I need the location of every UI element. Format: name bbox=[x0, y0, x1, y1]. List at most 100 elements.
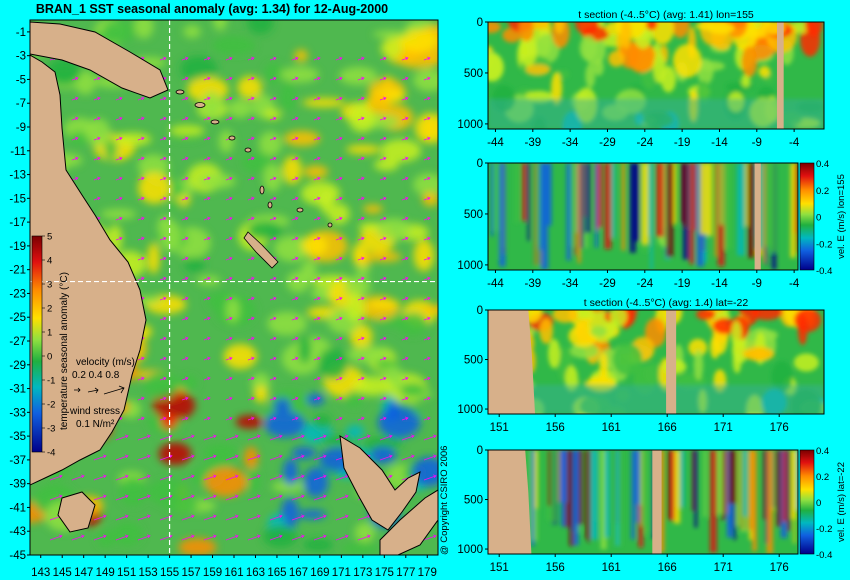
map-colorbar-tick-label: 2 bbox=[47, 304, 52, 315]
wind-legend-value: 0.1 N/m² bbox=[76, 419, 115, 430]
section-x-tick-label: -24 bbox=[636, 278, 653, 290]
section-panel-3: 0 500 1000 151 156 161 166 171 176 t section (-4.… bbox=[457, 297, 825, 434]
map-lon-tick-label: 145 bbox=[53, 567, 72, 579]
section-x-tick-label: -44 bbox=[487, 278, 504, 290]
section-colorbar-tick-label: 0 bbox=[816, 498, 821, 509]
map-lat-tick-label: -29 bbox=[9, 360, 26, 372]
section-land bbox=[776, 22, 784, 129]
section-x-tick-label: 156 bbox=[546, 422, 565, 434]
section-x-tick-label: -9 bbox=[752, 278, 762, 290]
section-x-tick-label: -9 bbox=[752, 137, 762, 149]
tasmania-land bbox=[57, 491, 96, 533]
map-lat-tick-label: -1 bbox=[16, 27, 26, 39]
velocity-legend-values: 0.2 0.4 0.8 bbox=[72, 370, 120, 381]
section-x-tick-label: -14 bbox=[711, 137, 728, 149]
map-lon-tick-label: 171 bbox=[332, 567, 351, 579]
map-lat-tick-label: -39 bbox=[9, 479, 26, 491]
section-panel-4: 0 500 1000 151 156 161 166 171 176 0.4 0.2 0 -0.2 -0.… bbox=[457, 445, 847, 574]
section-land bbox=[652, 450, 662, 554]
map-panel bbox=[30, 20, 438, 555]
pacific-islands bbox=[175, 89, 333, 228]
section-x-tick-label: 166 bbox=[658, 562, 677, 574]
map-colorbar-label: temperature seasonal anomaly (°C) bbox=[59, 272, 70, 430]
new-caledonia-land bbox=[243, 231, 279, 269]
map-title: BRAN_1 SST seasonal anomaly (avg: 1.34) … bbox=[36, 2, 388, 16]
copyright: @ Copyright CSIRO 2006 bbox=[439, 446, 450, 555]
section-colorbar-tick-label: 0.4 bbox=[816, 446, 829, 457]
section-x-tick-label: 156 bbox=[546, 562, 565, 574]
map-lon-tick-label: 153 bbox=[139, 567, 158, 579]
map-lat-tick-label: -9 bbox=[16, 122, 26, 134]
wind-legend-title: wind stress bbox=[69, 406, 120, 417]
map-lon-tick-label: 175 bbox=[375, 567, 394, 579]
map-lon-tick-label: 163 bbox=[246, 567, 265, 579]
section-x-tick-label: 176 bbox=[770, 422, 789, 434]
map-lat-tick-label: -37 bbox=[9, 455, 26, 467]
map-lat-tick-label: -45 bbox=[9, 550, 26, 562]
map-lat-tick-label: -25 bbox=[9, 312, 26, 324]
map-colorbar bbox=[31, 235, 43, 453]
section-x-tick-label: -14 bbox=[711, 278, 728, 290]
map-lon-tick-label: 159 bbox=[203, 567, 222, 579]
section-colorbar-tick-label: 0.4 bbox=[816, 159, 829, 170]
australia-land bbox=[30, 54, 147, 486]
map-colorbar-tick-label: -3 bbox=[47, 424, 55, 435]
section-depth-tick-label: 1000 bbox=[457, 404, 483, 416]
section-colorbar bbox=[799, 162, 815, 271]
new-zealand-south-land bbox=[379, 489, 438, 555]
map-lon-tick-label: 165 bbox=[267, 567, 286, 579]
map-colorbar-tick-label: 1 bbox=[47, 328, 52, 339]
section-depth-tick-label: 0 bbox=[477, 158, 483, 170]
map-lat-tick-label: -35 bbox=[9, 431, 26, 443]
map-lon-tick-label: 173 bbox=[353, 567, 372, 579]
map-lon-tick-label: 157 bbox=[181, 567, 200, 579]
section-depth-tick-label: 500 bbox=[464, 495, 483, 507]
map-lat-tick-label: -13 bbox=[9, 170, 26, 182]
map-lat-tick-label: -7 bbox=[16, 98, 26, 110]
map-lon-tick-label: 151 bbox=[117, 567, 136, 579]
section-x-tick-label: -34 bbox=[562, 278, 579, 290]
map-lat-tick-label: -19 bbox=[9, 241, 26, 253]
section-depth-tick-label: 500 bbox=[464, 355, 483, 367]
section-x-tick-label: 166 bbox=[658, 422, 677, 434]
section-x-tick-label: -24 bbox=[636, 137, 653, 149]
map-lat-tick-label: -23 bbox=[9, 288, 26, 300]
section-x-tick-label: -39 bbox=[524, 278, 541, 290]
velocity-legend-arrows bbox=[74, 385, 125, 395]
map-colorbar-tick-label: -1 bbox=[47, 376, 55, 387]
section-panel-2: 0 500 1000 -44 -39 -34 -29 -24 -19 -14 -9 -4 0.4 0.2 0… bbox=[457, 158, 847, 290]
section-coast bbox=[488, 310, 536, 414]
section-title: t section (-4..5°C) (avg: 1.41) lon=155 bbox=[578, 9, 754, 21]
map-lat-tick-label: -17 bbox=[9, 217, 26, 229]
section-panel-1: 0 500 1000 -44 -39 -34 -29 -24 -19 -14 -9 -4 t secti… bbox=[457, 9, 825, 149]
section-depth-tick-label: 0 bbox=[477, 17, 483, 29]
map-colorbar-tick-label: 4 bbox=[47, 256, 52, 267]
map-lat-tick-label: -27 bbox=[9, 336, 26, 348]
map-lon-tick-label: 147 bbox=[74, 567, 93, 579]
section-title: t section (-4..5°C) (avg: 1.4) lat=-22 bbox=[584, 297, 749, 309]
section-depth-tick-label: 1000 bbox=[457, 119, 483, 131]
new-zealand-north-land bbox=[339, 435, 421, 531]
map-lon-tick-label: 179 bbox=[418, 567, 437, 579]
section-colorbar-tick-label: -0.2 bbox=[816, 524, 832, 535]
section-colorbar-tick-label: -0.2 bbox=[816, 239, 832, 250]
section-x-tick-label: 176 bbox=[770, 562, 789, 574]
section-x-tick-label: -19 bbox=[674, 137, 691, 149]
map-lat-tick-label: -41 bbox=[9, 502, 26, 514]
map-lat-tick-label: -43 bbox=[9, 526, 26, 538]
section-depth-tick-label: 0 bbox=[477, 445, 483, 457]
section-depth-tick-label: 0 bbox=[477, 305, 483, 317]
map-lon-axis: 143 145 147 149 151 153 155 157 159 161 163 165 167 1… bbox=[31, 555, 437, 579]
map-lat-tick-label: -11 bbox=[10, 146, 26, 158]
map-lat-tick-label: -21 bbox=[9, 265, 26, 277]
section-x-tick-label: 151 bbox=[490, 422, 509, 434]
section-depth-tick-label: 1000 bbox=[457, 544, 483, 556]
section-x-tick-label: 171 bbox=[714, 422, 733, 434]
section-x-tick-label: -29 bbox=[599, 137, 616, 149]
section-colorbar-label: vel. E (m/s) lon=155 bbox=[836, 174, 847, 259]
section-x-tick-label: 171 bbox=[714, 562, 733, 574]
section-depth-tick-label: 500 bbox=[464, 68, 483, 80]
section-x-tick-label: 151 bbox=[490, 562, 509, 574]
section-colorbar-label: vel. E (m/s) lat=-22 bbox=[836, 462, 847, 542]
